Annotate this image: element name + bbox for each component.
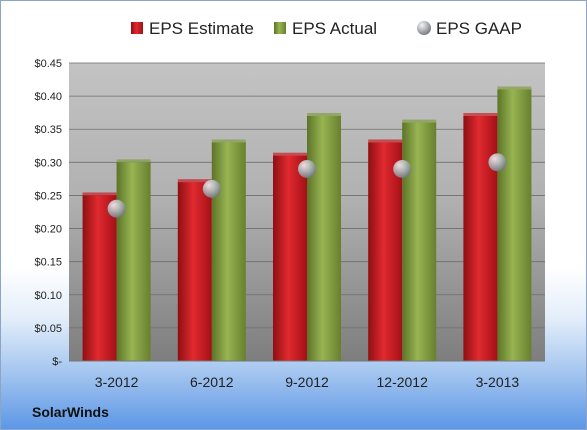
- bar-top: [82, 192, 117, 198]
- bar-eps-actual: [402, 122, 437, 361]
- marker-eps-gaap: [488, 153, 507, 172]
- bar-top: [307, 112, 341, 118]
- x-axis-tick-labels: 3-2012 6-2012 9-2012 12-2012 3-2013: [95, 374, 520, 390]
- y-tick-label: $0.05: [34, 323, 62, 335]
- bars: [82, 86, 532, 361]
- x-tick-label: 3-2012: [95, 374, 139, 390]
- x-tick-label: 9-2012: [285, 374, 329, 390]
- bar-eps-estimate: [463, 115, 498, 361]
- bar-eps-estimate: [177, 182, 212, 361]
- bar-top: [497, 86, 532, 92]
- marker-eps-gaap: [202, 179, 221, 198]
- bar-top: [368, 139, 403, 145]
- y-tick-label: $0.35: [34, 124, 62, 136]
- bar-top: [177, 179, 212, 185]
- y-tick-label: $-: [52, 356, 62, 368]
- bar-eps-actual: [307, 115, 341, 361]
- marker-eps-gaap: [298, 159, 316, 178]
- legend-label: EPS Estimate: [149, 19, 254, 38]
- marker-eps-gaap: [393, 159, 412, 178]
- y-tick-label: $0.10: [34, 290, 62, 302]
- bar-eps-estimate: [273, 155, 307, 361]
- y-tick-label: $0.15: [34, 257, 62, 269]
- x-tick-label: 12-2012: [377, 374, 429, 390]
- legend: EPS Estimate EPS Actual EPS GAAP: [131, 19, 522, 38]
- marker-eps-gaap: [107, 199, 126, 218]
- bar-eps-actual: [211, 142, 246, 361]
- legend-swatch: [131, 22, 143, 34]
- bar-eps-actual: [497, 89, 532, 361]
- bar-top: [273, 152, 307, 158]
- company-label: SolarWinds: [32, 404, 109, 420]
- legend-swatch: [274, 22, 286, 34]
- y-tick-label: $0.45: [34, 58, 62, 70]
- x-tick-label: 3-2013: [476, 374, 520, 390]
- y-tick-label: $0.40: [34, 91, 62, 103]
- legend-label: EPS GAAP: [436, 19, 522, 38]
- bar-eps-estimate: [368, 142, 403, 361]
- bar-eps-estimate: [82, 195, 117, 361]
- gaap-markers: [107, 153, 507, 218]
- bar-top: [116, 159, 151, 165]
- x-tick-label: 6-2012: [190, 374, 234, 390]
- y-tick-label: $0.20: [34, 224, 62, 236]
- bar-top: [463, 112, 498, 118]
- y-axis-tick-labels: $- $0.05 $0.10 $0.15 $0.20 $0.25 $0.30 $0.35 $0.…: [34, 58, 62, 368]
- y-tick-label: $0.25: [34, 190, 62, 202]
- y-tick-label: $0.30: [34, 157, 62, 169]
- legend-swatch: [417, 21, 431, 35]
- bar-eps-actual: [116, 162, 151, 361]
- bar-top: [211, 139, 246, 145]
- bar-top: [402, 119, 437, 125]
- legend-label: EPS Actual: [292, 19, 377, 38]
